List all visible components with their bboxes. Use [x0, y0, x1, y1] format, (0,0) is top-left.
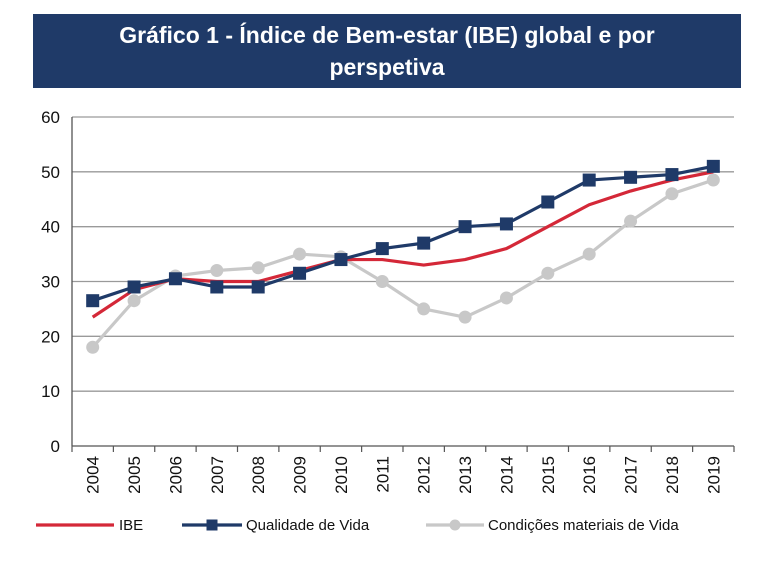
data-point-condi-es-materiais-de-vida: [127, 294, 141, 308]
data-point-qualidade-de-vida: [499, 217, 513, 231]
data-point-condi-es-materiais-de-vida: [458, 310, 472, 324]
data-point-condi-es-materiais-de-vida: [375, 275, 389, 288]
data-point-qualidade-de-vida: [624, 170, 638, 184]
data-point-qualidade-de-vida: [665, 168, 679, 182]
data-point-qualidade-de-vida: [168, 272, 182, 286]
series-line-condi-es-materiais-de-vida: [91, 178, 714, 349]
data-point-condi-es-materiais-de-vida: [210, 264, 224, 278]
axis-layer: 0 10 20 30 40 50 60 2004 2005 2006 2007 2008 2009 201…: [41, 108, 735, 494]
data-point-qualidade-de-vida: [706, 159, 720, 173]
x-tick-label: 2017: [622, 456, 641, 494]
x-tick-label: 2016: [580, 456, 599, 494]
data-point-condi-es-materiais-de-vida: [499, 291, 513, 305]
legend-marker-qualidade-de-vida: [206, 519, 218, 531]
series-line-ibe: [91, 170, 714, 319]
data-point-condi-es-materiais-de-vida: [541, 266, 555, 280]
data-point-qualidade-de-vida: [293, 266, 307, 280]
data-point-qualidade-de-vida: [541, 195, 555, 209]
data-point-qualidade-de-vida: [417, 236, 431, 250]
x-tick-label: 2008: [249, 456, 268, 494]
legend: IBE Qualidade de Vida Condições materiais …: [36, 517, 679, 534]
data-point-condi-es-materiais-de-vida: [624, 214, 638, 228]
data-point-condi-es-materiais-de-vida: [582, 247, 596, 261]
x-tick-label: 2009: [291, 456, 310, 494]
data-point-condi-es-materiais-de-vida: [293, 247, 307, 261]
data-point-condi-es-materiais-de-vida: [86, 340, 100, 354]
x-tick-label: 2007: [208, 456, 227, 494]
x-tick-label: 2012: [415, 456, 434, 494]
x-tick-label: 2005: [125, 456, 144, 494]
y-tick-label: 50: [41, 163, 60, 182]
x-tick-label: 2015: [539, 456, 558, 494]
x-tick-label: 2011: [373, 456, 392, 493]
y-tick-label: 60: [41, 108, 60, 127]
x-tick-label: 2006: [166, 456, 185, 494]
y-tick-label: 0: [51, 437, 60, 456]
x-tick-label: 2013: [456, 456, 475, 494]
data-point-condi-es-materiais-de-vida: [417, 302, 431, 316]
grid-layer: [72, 116, 734, 392]
series-layer: [86, 159, 720, 354]
legend-label-qualidade-de-vida: Qualidade de Vida: [246, 517, 370, 534]
data-point-qualidade-de-vida: [210, 280, 224, 294]
data-point-condi-es-materiais-de-vida: [251, 261, 265, 275]
x-tick-label: 2010: [332, 456, 351, 494]
legend-marker-condi-es-materiais-de-vida: [449, 519, 461, 531]
legend-label-condi-es-materiais-de-vida: Condições materiais de Vida: [488, 517, 679, 534]
y-tick-label: 40: [41, 218, 60, 237]
chart-title-banner: Gráfico 1 - Índice de Bem-estar (IBE) gl…: [33, 14, 741, 88]
y-tick-label: 20: [41, 327, 60, 346]
x-tick-label: 2014: [497, 456, 516, 494]
series-line-qualidade-de-vida: [92, 164, 714, 303]
data-point-condi-es-materiais-de-vida: [706, 173, 720, 187]
x-tick-label: 2004: [84, 456, 103, 494]
data-point-qualidade-de-vida: [582, 173, 596, 187]
chart-title: Gráfico 1 - Índice de Bem-estar (IBE) gl…: [119, 22, 655, 80]
x-tick-label: 2018: [663, 456, 682, 494]
y-tick-label: 30: [41, 273, 60, 292]
data-point-qualidade-de-vida: [251, 280, 265, 294]
data-point-qualidade-de-vida: [458, 220, 472, 234]
data-point-qualidade-de-vida: [375, 242, 389, 256]
data-point-condi-es-materiais-de-vida: [665, 187, 679, 201]
x-tick-label: 2019: [704, 456, 723, 494]
data-point-qualidade-de-vida: [86, 294, 100, 308]
legend-label-ibe: IBE: [119, 517, 143, 534]
data-point-qualidade-de-vida: [334, 253, 348, 267]
y-tick-label: 10: [41, 382, 60, 401]
data-point-qualidade-de-vida: [127, 280, 141, 294]
